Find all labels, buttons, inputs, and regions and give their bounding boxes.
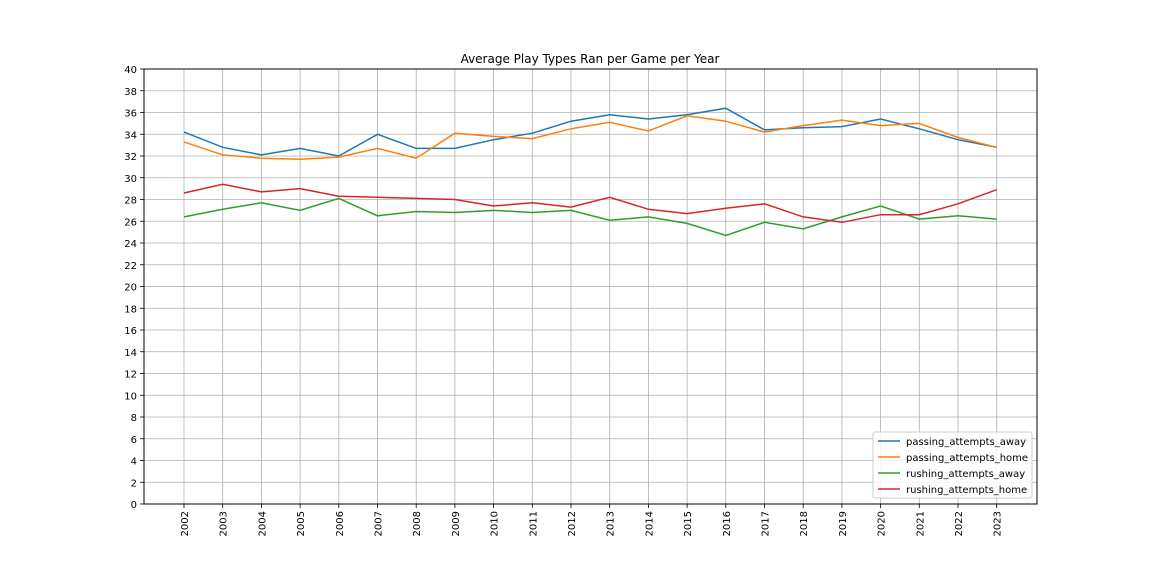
x-tick-label: 2017: [761, 511, 772, 536]
series-lines: [183, 107, 997, 237]
y-tick-label: 10: [124, 391, 137, 402]
y-tick-label: 32: [124, 152, 137, 163]
x-tick-label: 2016: [722, 511, 733, 536]
y-tick-label: 22: [124, 261, 137, 272]
y-tick-label: 16: [124, 326, 137, 337]
x-tick-label: 2005: [296, 511, 307, 536]
series-line-passing-attempts-home: [183, 115, 997, 161]
series-line-rushing-attempts-home: [183, 183, 997, 224]
x-tick-label: 2015: [683, 511, 694, 536]
x-tick-label: 2019: [838, 511, 849, 536]
y-tick-label: 24: [124, 239, 137, 250]
series-line-passing-attempts-away: [183, 107, 997, 157]
x-tick-label: 2009: [451, 511, 462, 536]
x-tick-label: 2003: [219, 511, 230, 536]
x-tick-label: 2013: [606, 511, 617, 536]
y-tick-label: 18: [124, 304, 137, 315]
x-tick-label: 2012: [567, 511, 578, 536]
plot-frame: [143, 68, 1038, 505]
y-tick-label: 0: [131, 500, 137, 511]
legend-label: rushing_attempts_away: [906, 469, 1025, 480]
y-tick-label: 6: [131, 435, 137, 446]
y-tick-label: 30: [124, 174, 137, 185]
series-line-rushing-attempts-away: [183, 197, 997, 237]
y-tick-label: 36: [124, 109, 137, 120]
x-tick-label: 2023: [993, 511, 1004, 536]
x-tick-label: 2004: [257, 511, 268, 536]
x-tick-label: 2006: [335, 511, 346, 536]
x-tick-label: 2022: [954, 511, 965, 536]
x-tick-label: 2014: [644, 511, 655, 536]
y-tick-label: 38: [124, 87, 137, 98]
legend: passing_attempts_away passing_attempts_ho…: [872, 431, 1033, 499]
y-tick-label: 20: [124, 283, 137, 294]
legend-label: passing_attempts_home: [906, 453, 1028, 464]
y-tick-label: 40: [124, 65, 137, 76]
y-tick-label: 26: [124, 217, 137, 228]
y-tick-label: 14: [124, 348, 137, 359]
x-tick-label: 2011: [528, 511, 539, 536]
x-tick-label: 2008: [412, 511, 423, 536]
x-tick-label: 2021: [915, 511, 926, 536]
chart-title: Average Play Types Ran per Game per Year: [461, 52, 720, 66]
legend-label: passing_attempts_away: [906, 437, 1026, 448]
x-axis-ticks: 2002 2003 2004 2005 2006 2007 2008 2009 2010 2011…: [180, 504, 1004, 536]
grid-lines: [144, 68, 1037, 505]
x-tick-label: 2002: [180, 511, 191, 536]
y-tick-label: 2: [131, 478, 137, 489]
y-tick-label: 28: [124, 196, 137, 207]
legend-box: [872, 431, 1033, 499]
y-tick-label: 4: [131, 457, 137, 468]
y-tick-label: 12: [124, 370, 137, 381]
x-tick-label: 2020: [877, 511, 888, 536]
y-tick-label: 34: [124, 130, 137, 141]
x-tick-label: 2010: [490, 511, 501, 536]
x-tick-label: 2018: [799, 511, 810, 536]
y-tick-label: 8: [131, 413, 137, 424]
legend-label: rushing_attempts_home: [906, 485, 1027, 496]
x-tick-label: 2007: [374, 511, 385, 536]
